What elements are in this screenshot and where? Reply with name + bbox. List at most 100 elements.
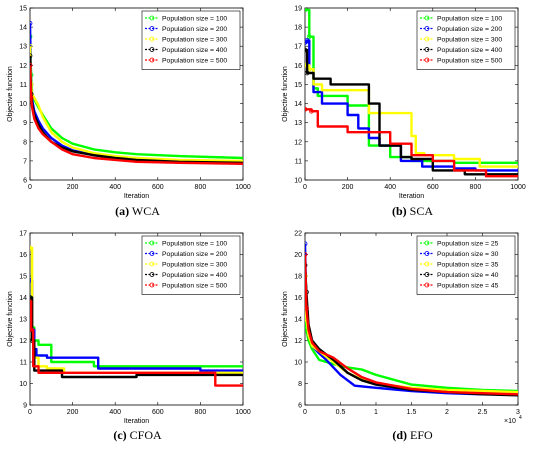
series-start-marker xyxy=(30,20,33,26)
legend-label: Population size = 100 xyxy=(162,16,227,23)
y-tick-label: 16 xyxy=(294,295,302,302)
legend-label: Population size = 25 xyxy=(437,241,499,248)
x-tick-label: 200 xyxy=(67,409,79,416)
x-axis-label: Iteration xyxy=(124,193,149,200)
chart-panel-d: 0 0.5 1 1.5 2 2.5 3 6 8 10 12 14 16 18 20 22 Objective f… xyxy=(275,225,550,449)
series-point-marker xyxy=(30,95,34,101)
x-tick-label: 600 xyxy=(152,184,164,191)
y-tick-label: 19 xyxy=(294,6,302,13)
y-axis-label: Objective function xyxy=(7,291,14,347)
x-tick-label: 0.5 xyxy=(336,409,346,416)
series-start-marker xyxy=(305,252,308,257)
legend-label: Population size = 100 xyxy=(162,241,227,248)
y-tick-label: 8 xyxy=(298,381,302,388)
series-line xyxy=(30,65,243,165)
y-tick-label: 9 xyxy=(23,403,27,410)
legend-label: Population size = 300 xyxy=(162,262,227,269)
legend-marker xyxy=(424,272,430,277)
x-axis-multiplier: ×10 xyxy=(504,418,516,425)
caption-b: (b) SCA xyxy=(275,204,550,219)
series-start-marker xyxy=(305,47,308,53)
series-line xyxy=(30,46,243,163)
legend-marker xyxy=(424,15,430,21)
y-tick-label: 13 xyxy=(19,44,27,51)
series-line xyxy=(305,254,518,396)
x-tick-label: 1000 xyxy=(235,409,251,416)
y-tick-label: 14 xyxy=(294,317,302,324)
y-tick-label: 13 xyxy=(19,317,27,324)
chart-wca: 0 200 400 600 800 1000 6 7 8 9 10 11 12 13 14 15 Iterati… xyxy=(7,6,251,201)
legend-marker xyxy=(424,282,430,288)
y-tick-label: 17 xyxy=(294,44,302,51)
legend-marker xyxy=(424,240,430,246)
legend: Population size = 100 Population size = 2… xyxy=(416,10,516,70)
x-tick-label: 2.5 xyxy=(478,409,488,416)
series-line xyxy=(30,300,243,387)
y-tick-label: 18 xyxy=(294,25,302,32)
caption-a-name: WCA xyxy=(131,204,160,218)
legend-label: Population size = 500 xyxy=(162,283,227,290)
chart-efo: 0 0.5 1 1.5 2 2.5 3 6 8 10 12 14 16 18 20 22 Objective f… xyxy=(282,231,522,426)
legend-marker xyxy=(149,57,155,63)
x-tick-label: 1000 xyxy=(235,184,251,191)
legend-label: Population size = 100 xyxy=(437,16,502,23)
series-point-marker xyxy=(30,327,34,333)
series-point-marker xyxy=(306,34,312,40)
series-start-marker xyxy=(30,245,33,251)
y-tick-label: 16 xyxy=(294,63,302,70)
y-axis-label: Objective function xyxy=(282,66,289,122)
caption-a: (a) WCA xyxy=(0,204,275,219)
legend-marker xyxy=(149,47,155,52)
series-line xyxy=(305,108,518,178)
series-group xyxy=(305,241,518,397)
series-start-marker xyxy=(305,8,308,13)
legend-label: Population size = 40 xyxy=(437,272,499,279)
x-tick-label: 200 xyxy=(67,184,79,191)
y-tick-label: 20 xyxy=(294,252,302,259)
legend-marker xyxy=(149,240,155,246)
y-tick-label: 10 xyxy=(19,101,27,108)
legend-marker xyxy=(424,251,430,256)
series-start-marker xyxy=(305,273,308,279)
x-tick-label: 800 xyxy=(470,184,482,191)
y-tick-label: 15 xyxy=(19,274,27,281)
series-group xyxy=(305,8,518,178)
series-start-marker xyxy=(30,62,33,68)
x-axis-label: Iteration xyxy=(399,193,424,200)
y-tick-label: 10 xyxy=(294,360,302,367)
legend-label: Population size = 400 xyxy=(162,47,227,54)
x-tick-label: 600 xyxy=(427,184,439,191)
chart-panel-a: 0 200 400 600 800 1000 6 7 8 9 10 11 12 13 14 15 Iterati… xyxy=(0,0,275,224)
x-tick-label: 0 xyxy=(28,409,32,416)
legend-label: Population size = 35 xyxy=(437,262,499,269)
y-tick-label: 9 xyxy=(23,120,27,127)
series-point-marker xyxy=(305,305,309,311)
y-tick-label: 11 xyxy=(295,158,302,165)
y-tick-label: 6 xyxy=(23,178,27,185)
y-tick-label: 12 xyxy=(294,139,302,146)
caption-b-letter: (b) xyxy=(391,204,407,218)
series-group xyxy=(30,245,243,387)
legend-marker xyxy=(424,261,430,267)
y-tick-label: 12 xyxy=(19,338,27,345)
y-tick-label: 15 xyxy=(294,82,302,89)
x-tick-label: 0 xyxy=(28,184,32,191)
legend-marker xyxy=(149,272,155,277)
x-tick-label: 3 xyxy=(516,409,520,416)
series-point-marker xyxy=(305,38,310,43)
x-tick-label: 400 xyxy=(109,184,121,191)
legend-marker xyxy=(149,26,155,31)
legend-label: Population size = 200 xyxy=(162,26,227,33)
y-tick-label: 18 xyxy=(294,274,302,281)
series-start-marker xyxy=(30,43,33,49)
x-tick-label: 0 xyxy=(303,184,307,191)
series-point-marker xyxy=(305,70,310,76)
y-tick-label: 7 xyxy=(23,158,27,165)
y-tick-label: 11 xyxy=(20,82,27,89)
caption-d: (d) EFO xyxy=(275,428,550,443)
x-tick-label: 2 xyxy=(445,409,449,416)
legend-marker xyxy=(424,47,430,52)
caption-d-letter: (d) xyxy=(392,428,407,442)
legend-label: Population size = 400 xyxy=(437,47,502,54)
legend-marker xyxy=(149,261,155,267)
